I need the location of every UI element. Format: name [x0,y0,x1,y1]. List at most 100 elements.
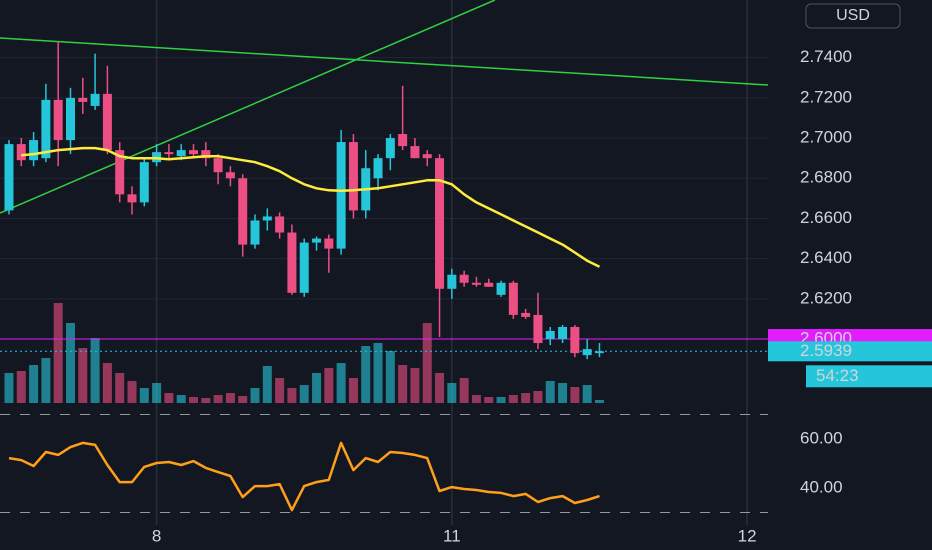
last-price-tag [768,341,932,362]
candle-body [189,150,199,155]
volume-bar [201,398,211,403]
volume-bar [545,381,555,403]
volume-bar [262,366,272,403]
candle-body [594,351,604,354]
volume-bar [238,396,248,403]
candle-body [115,150,125,195]
y-tick-label: 2.6800 [800,168,852,187]
volume-bar [447,383,457,403]
candle-body [238,178,248,245]
volume-bar [152,383,162,403]
volume-bar [29,365,39,403]
volume-bar [422,323,432,403]
volume-bar [410,368,420,403]
volume-bar [90,338,100,403]
candle-body [459,274,469,283]
trend-line [0,0,496,214]
currency-label: USD [836,7,870,24]
volume-bar [189,397,199,403]
candle-body [213,158,223,173]
candle-body [225,172,235,179]
volume-bar [558,383,568,403]
candle-body [373,158,383,179]
volume-bar [398,365,408,403]
volume-bar [459,378,469,403]
rsi-tick-label: 40.00 [800,478,843,497]
volume-bar [521,393,531,403]
candle-body [287,232,297,293]
volume-bar [41,358,51,403]
candle-body [348,142,358,211]
moving-average [21,146,601,268]
volume-bar [139,388,149,403]
candle-body [521,312,531,317]
currency-button[interactable] [805,3,901,29]
volume-bar [164,393,174,403]
volume-bar [287,388,297,403]
volume-bar [250,388,260,403]
volume-bar [484,397,494,403]
volume-bar [176,395,186,403]
volume-bar [496,397,506,403]
candle-body [582,349,592,356]
countdown-label: 54:23 [816,366,859,385]
candle-body [570,326,580,354]
volume-bar [213,395,223,403]
candle-body [496,282,506,295]
candle-body [385,138,395,159]
candle-body [4,144,14,211]
candle-body [65,97,75,141]
y-tick-label: 2.6200 [800,288,852,307]
candle-body [324,238,334,249]
candle-body [164,152,174,155]
volume-bar [594,400,604,403]
volume-bar [53,303,63,403]
candle-body [435,158,445,289]
candle-body [53,99,63,141]
candle-body [275,216,285,233]
candle-body [545,331,555,340]
candle-body [422,154,432,159]
volume-bar [299,385,309,403]
volume-bar [348,378,358,403]
candle-body [16,144,26,161]
countdown-tag [806,365,932,388]
candle-body [250,220,260,245]
volume-bar [225,393,235,403]
y-tick-label: 2.7200 [800,87,852,106]
volume-bar [115,373,125,403]
candle-body [336,142,346,249]
volume-bar [533,391,543,403]
volume-bar [78,348,88,403]
rsi-tick-label: 60.00 [800,428,843,447]
volume-bar [582,385,592,403]
x-tick-label: 11 [443,526,461,545]
candle-body [90,93,100,106]
volume-bar [4,373,14,403]
last-price-label: 2.5939 [800,341,852,360]
candle-body [262,216,272,221]
candle-body [299,242,309,293]
volume-bar [275,378,285,403]
candle-body [533,314,543,344]
candle-body [139,162,149,203]
candle-body [176,150,186,157]
x-tick-label: 8 [152,526,161,545]
candle-body [29,140,39,161]
volume-bar [570,387,580,403]
candle-body [410,146,420,159]
volume-bar [16,371,26,403]
volume-bar [65,323,75,403]
volume-bar [373,343,383,403]
y-tick-label: 2.6600 [800,208,852,227]
candle-body [471,282,481,285]
volume-bar [361,346,371,403]
candle-body [41,99,51,159]
volume-bar [435,373,445,403]
y-tick-label: 2.6400 [800,248,852,267]
volume-bar [471,395,481,403]
candle-body [312,238,322,243]
trend-line [0,37,769,86]
